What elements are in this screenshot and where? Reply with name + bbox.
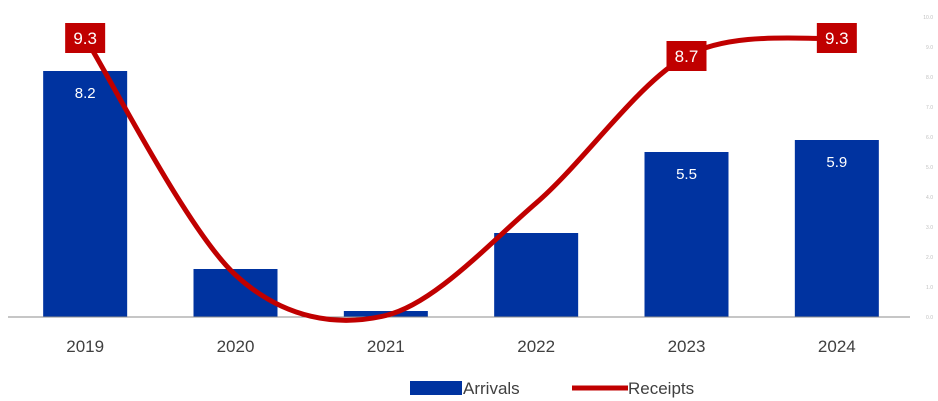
arrivals-bars <box>43 71 879 317</box>
x-axis-ticks: 2019 2020 2021 2022 2023 2024 <box>66 337 855 356</box>
x-tick-2023: 2023 <box>668 337 706 356</box>
bar-data-labels: 8.2 5.5 5.9 <box>75 85 848 183</box>
x-tick-2022: 2022 <box>517 337 555 356</box>
right-axis-tick: 10.0 <box>923 15 933 21</box>
right-axis-tick: 8.0 <box>926 75 933 81</box>
legend-arrivals-swatch <box>410 381 462 395</box>
x-tick-2020: 2020 <box>217 337 255 356</box>
line-data-label-2024: 9.3 <box>825 29 849 48</box>
x-tick-2021: 2021 <box>367 337 405 356</box>
right-axis-tick: 3.0 <box>926 225 933 231</box>
line-data-label-2019: 9.3 <box>73 29 97 48</box>
right-axis-tick: 5.0 <box>926 165 933 171</box>
legend-arrivals-label: Arrivals <box>463 379 520 398</box>
line-data-label-2023: 8.7 <box>675 47 699 66</box>
right-axis-tick: 4.0 <box>926 195 933 201</box>
bar-data-label-2024: 5.9 <box>826 154 847 171</box>
legend-receipts-label: Receipts <box>628 379 694 398</box>
right-axis-tick: 9.0 <box>926 45 933 51</box>
right-axis-tick: 2.0 <box>926 255 933 261</box>
legend: Arrivals Receipts <box>410 379 694 398</box>
x-tick-2019: 2019 <box>66 337 104 356</box>
right-axis-tick: 7.0 <box>926 105 933 111</box>
bar-arrivals-2019 <box>43 71 127 317</box>
right-axis-tick: 0.0 <box>926 315 933 321</box>
x-tick-2024: 2024 <box>818 337 856 356</box>
right-axis: 0.0 1.0 2.0 3.0 4.0 5.0 6.0 7.0 8.0 9.0 10.0 <box>923 15 933 321</box>
bar-data-label-2023: 5.5 <box>676 166 697 183</box>
bar-arrivals-2022 <box>494 233 578 317</box>
bar-data-label-2019: 8.2 <box>75 85 96 102</box>
right-axis-tick: 1.0 <box>926 285 933 291</box>
line-data-labels: 9.3 8.7 9.3 <box>65 23 857 71</box>
right-axis-tick: 6.0 <box>926 135 933 141</box>
